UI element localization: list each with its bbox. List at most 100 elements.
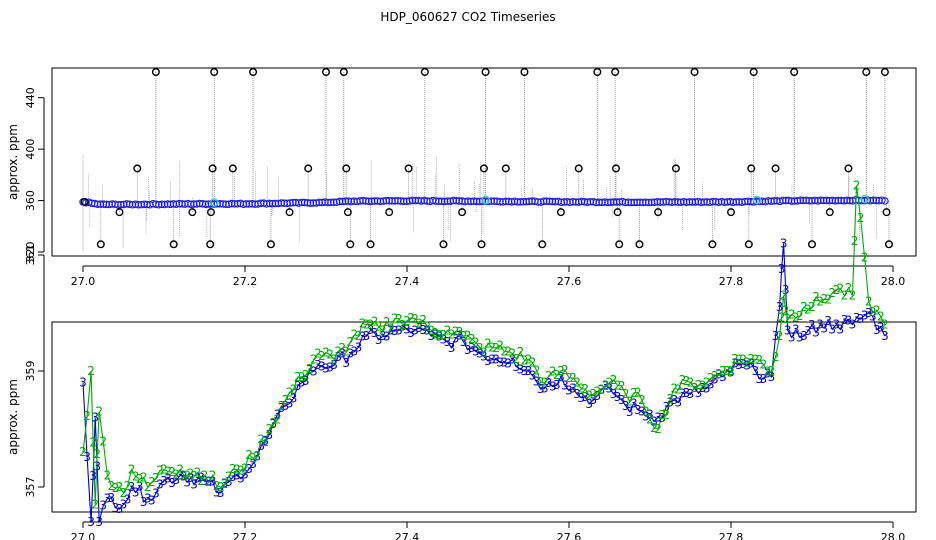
outlier-point — [339, 67, 348, 76]
series-3-point: 3 — [525, 364, 533, 378]
series-3-point: 3 — [436, 330, 444, 344]
outlier-point — [771, 164, 780, 173]
series-3-point: 3 — [124, 493, 132, 507]
baseline-point — [260, 199, 268, 207]
baseline-point — [362, 197, 370, 205]
series-2-point: 2 — [837, 281, 845, 295]
series-2-point: 2 — [91, 497, 99, 511]
series-2-point: 2 — [144, 480, 152, 494]
series-2-point: 2 — [751, 352, 759, 366]
series-2-point: 2 — [399, 318, 407, 332]
baseline-point — [318, 198, 326, 207]
series-3-point: 3 — [217, 486, 225, 500]
baseline-point — [566, 198, 574, 207]
series-3-point: 3 — [194, 472, 202, 486]
baseline-point — [612, 198, 621, 206]
outlier-point — [538, 240, 547, 249]
series-2-point: 2 — [618, 379, 626, 393]
outlier-point — [790, 67, 799, 76]
series-2-point: 2 — [747, 352, 755, 366]
baseline-point — [152, 200, 160, 208]
series-2-point: 2 — [549, 364, 557, 378]
outlier-point — [115, 208, 124, 217]
baseline-point — [178, 200, 186, 208]
series-3-point: 3 — [411, 323, 419, 337]
series-2-point: 2 — [298, 370, 306, 384]
series-3-point: 3 — [832, 318, 840, 332]
series-3-point: 3 — [687, 387, 695, 401]
bottom-y-axis-label: approx. ppm — [6, 379, 20, 455]
series-2-point: 2 — [638, 393, 646, 407]
series-3-point: 3 — [561, 378, 569, 392]
series-2-point: 2 — [233, 463, 241, 477]
baseline-point — [315, 198, 323, 207]
series-3-point: 3 — [650, 414, 658, 428]
series-3-point: 3 — [197, 471, 205, 485]
baseline-point — [758, 197, 767, 205]
baseline-point — [601, 198, 609, 206]
series-2-point: 2 — [545, 369, 553, 383]
series-3-point: 3 — [488, 353, 496, 367]
baseline-point — [773, 196, 781, 205]
baseline-point — [700, 198, 708, 206]
baseline-point — [496, 197, 504, 206]
series-3-point: 3 — [407, 326, 415, 340]
series-3-point: 3 — [99, 498, 107, 512]
series-3-point: 3 — [496, 356, 504, 370]
series-3-point: 3 — [614, 390, 622, 404]
series-2-point: 2 — [594, 384, 602, 398]
baseline-point — [665, 198, 673, 206]
series-3-point: 3 — [577, 391, 585, 405]
series-2-point: 2 — [760, 358, 768, 372]
series-3-point: 3 — [294, 379, 302, 393]
series-3-point: 3 — [274, 407, 282, 421]
series-3-point: 3 — [423, 323, 431, 337]
baseline-point — [717, 197, 726, 206]
series-3-point: 3 — [172, 473, 180, 487]
series-2-point: 2 — [573, 376, 581, 390]
series-2-point: 2 — [727, 364, 735, 378]
baseline-point — [659, 198, 668, 206]
series-2-point: 2 — [772, 350, 780, 364]
series-2-point: 2 — [290, 382, 298, 396]
baseline-point — [539, 197, 548, 206]
series-3-point: 3 — [549, 380, 557, 394]
series-2-point: 2 — [407, 311, 415, 325]
baseline-point — [469, 197, 478, 205]
series-2-point: 2 — [95, 405, 103, 419]
series-3-point: 3 — [529, 368, 537, 382]
series-2-point: 2 — [851, 234, 859, 248]
series-3-point: 3 — [618, 393, 626, 407]
baseline-point — [822, 196, 831, 205]
baseline-point — [411, 196, 420, 205]
outlier-point — [366, 240, 375, 249]
series-3-point: 3 — [764, 367, 772, 381]
series-3-point: 3 — [517, 362, 525, 376]
series-2-point: 2 — [715, 367, 723, 381]
series-2-point: 2 — [120, 486, 128, 500]
series-2-point: 2 — [739, 352, 747, 366]
series-2-point: 2 — [294, 370, 302, 384]
series-3-point: 3 — [756, 372, 764, 386]
series-3-point: 3 — [156, 478, 164, 492]
outlier-point — [210, 67, 219, 76]
series-2-point: 2 — [679, 373, 687, 387]
baseline-point — [741, 197, 749, 206]
baseline-point — [507, 198, 516, 206]
series-3-point: 3 — [747, 356, 755, 370]
series-2-point: 2 — [318, 349, 326, 363]
baseline-point — [373, 197, 382, 205]
series-3-point: 3 — [379, 329, 387, 343]
baseline-point — [437, 197, 446, 206]
baseline-point — [245, 200, 253, 208]
series-2-point: 2 — [83, 409, 91, 423]
series-3-point: 3 — [800, 329, 808, 343]
series-2-point: 2 — [440, 328, 448, 342]
baseline-point — [639, 198, 647, 207]
series-2-point: 2 — [569, 371, 577, 385]
series-2-point: 2 — [249, 451, 257, 465]
series-3-point: 3 — [290, 391, 298, 405]
top-y-tick-label: 440 — [24, 87, 37, 108]
baseline-point — [268, 199, 277, 208]
series-3-point: 3 — [387, 324, 395, 338]
